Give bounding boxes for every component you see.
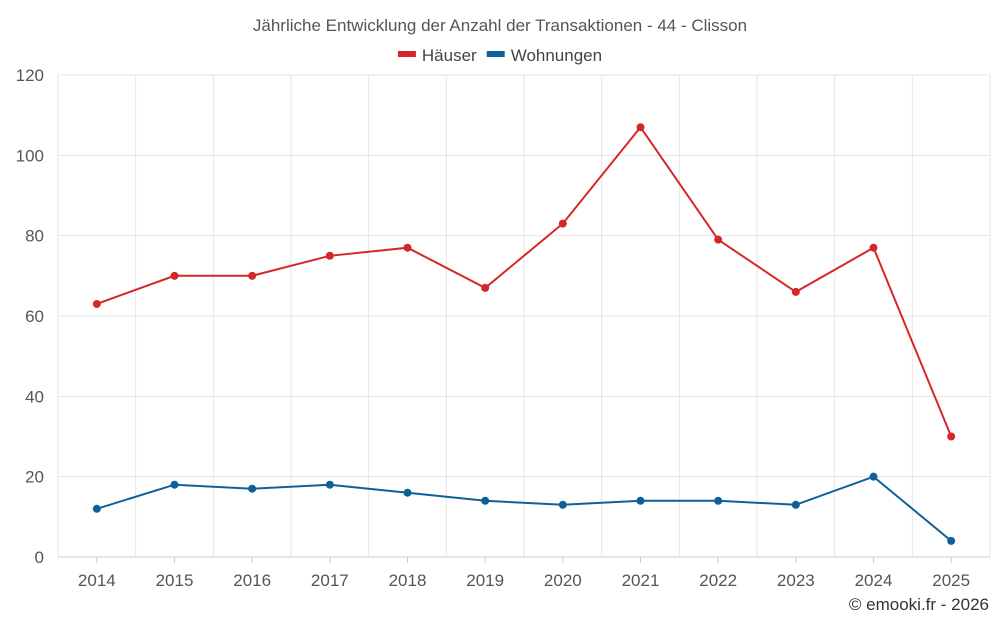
y-tick-label: 40 bbox=[25, 387, 44, 406]
x-tick-label: 2015 bbox=[156, 571, 194, 590]
data-point[interactable] bbox=[92, 299, 101, 308]
x-tick-label: 2024 bbox=[855, 571, 893, 590]
data-point[interactable] bbox=[248, 271, 257, 280]
legend-item-0[interactable]: Häuser bbox=[397, 46, 477, 65]
data-point[interactable] bbox=[791, 500, 800, 509]
series-line-1 bbox=[96, 475, 952, 542]
data-point[interactable] bbox=[636, 123, 645, 132]
x-tick-label: 2020 bbox=[544, 571, 582, 590]
data-point[interactable] bbox=[869, 472, 878, 481]
data-point[interactable] bbox=[403, 243, 412, 252]
legend-label: Wohnungen bbox=[511, 46, 602, 65]
data-point[interactable] bbox=[791, 287, 800, 296]
y-tick-label: 120 bbox=[16, 66, 44, 85]
legend-swatch bbox=[486, 51, 505, 57]
y-axis: 0 20 40 60 80 100 120 bbox=[16, 66, 44, 567]
x-tick-label: 2022 bbox=[699, 571, 737, 590]
grid bbox=[57, 74, 991, 557]
data-point[interactable] bbox=[481, 283, 490, 292]
data-point[interactable] bbox=[558, 500, 567, 509]
y-tick-label: 80 bbox=[25, 227, 44, 246]
legend-swatch bbox=[397, 51, 416, 57]
series-line-0 bbox=[96, 125, 953, 437]
data-point[interactable] bbox=[248, 484, 257, 493]
x-tick-label: 2025 bbox=[932, 571, 970, 590]
x-tick-label: 2023 bbox=[777, 571, 815, 590]
chart-title: Jährliche Entwicklung der Anzahl der Tra… bbox=[253, 16, 747, 35]
data-point[interactable] bbox=[714, 496, 723, 505]
data-point[interactable] bbox=[325, 251, 334, 260]
data-point[interactable] bbox=[403, 488, 412, 497]
legend-item-1[interactable]: Wohnungen bbox=[486, 46, 602, 65]
x-tick-label: 2017 bbox=[311, 571, 349, 590]
x-tick-label: 2016 bbox=[233, 571, 271, 590]
data-point[interactable] bbox=[325, 480, 334, 489]
x-tick-label: 2021 bbox=[622, 571, 660, 590]
data-point[interactable] bbox=[869, 243, 878, 252]
data-point[interactable] bbox=[947, 536, 956, 545]
data-point[interactable] bbox=[170, 271, 179, 280]
legend: Häuser Wohnungen bbox=[397, 46, 602, 65]
y-tick-label: 100 bbox=[16, 146, 44, 165]
series-group bbox=[92, 123, 956, 545]
data-point[interactable] bbox=[714, 235, 723, 244]
credit-text: © emooki.fr - 2026 bbox=[849, 595, 989, 614]
data-point[interactable] bbox=[636, 496, 645, 505]
y-tick-label: 0 bbox=[35, 548, 44, 567]
data-point[interactable] bbox=[558, 219, 567, 228]
data-point[interactable] bbox=[92, 504, 101, 513]
data-point[interactable] bbox=[947, 432, 956, 441]
y-tick-label: 20 bbox=[25, 468, 44, 487]
x-tick-label: 2019 bbox=[466, 571, 504, 590]
data-point[interactable] bbox=[481, 496, 490, 505]
x-axis: 2014 2015 2016 2017 2018 2019 2020 2021 2022 2023… bbox=[58, 556, 990, 590]
legend-label: Häuser bbox=[422, 46, 477, 65]
data-point[interactable] bbox=[170, 480, 179, 489]
x-tick-label: 2018 bbox=[389, 571, 427, 590]
y-tick-label: 60 bbox=[25, 307, 44, 326]
x-tick-label: 2014 bbox=[78, 571, 116, 590]
